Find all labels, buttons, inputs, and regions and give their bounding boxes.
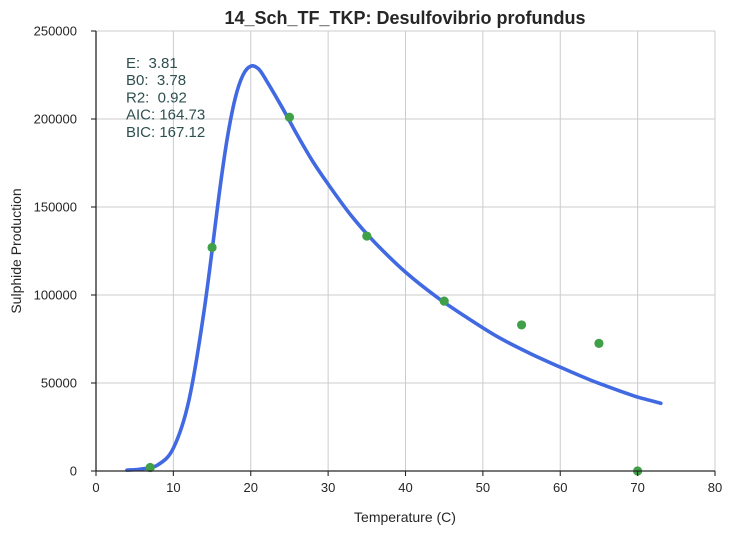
y-tick-label: 0	[70, 464, 77, 479]
fit-statistic-label: R2: 0.92	[126, 89, 187, 106]
y-tick-label: 150000	[34, 200, 77, 215]
x-tick-label: 20	[244, 480, 258, 495]
y-axis-label: Sulphide Production	[8, 188, 24, 313]
data-point	[516, 320, 527, 330]
x-tick-label: 70	[630, 480, 644, 495]
data-points-layer	[145, 112, 643, 476]
data-point	[145, 462, 155, 473]
tick-labels: 0 10 20 30 40 50 60 70 80 0 50000 100000 150000 20000…	[34, 24, 723, 496]
fit-statistic-label: AIC: 164.73	[126, 107, 205, 124]
fit-statistic-label: E: 3.81	[126, 55, 178, 72]
x-tick-label: 30	[321, 480, 335, 495]
fit-statistic-label: BIC: 167.12	[126, 124, 205, 141]
data-point	[594, 338, 604, 348]
x-tick-label: 40	[398, 480, 412, 495]
y-tick-label: 50000	[41, 376, 77, 391]
x-tick-label: 50	[476, 480, 490, 495]
data-point	[284, 112, 295, 122]
chart-title: 14_Sch_TF_TKP: Desulfovibrio profundus	[224, 8, 585, 28]
data-point	[207, 242, 217, 253]
y-tick-label: 100000	[34, 288, 77, 303]
x-tick-label: 0	[92, 480, 99, 495]
y-tick-label: 250000	[34, 24, 77, 39]
data-point	[362, 231, 372, 241]
fit-statistic-label: B0: 3.78	[126, 72, 186, 89]
fit-curve-line	[125, 64, 663, 472]
y-tick-label: 200000	[34, 112, 77, 127]
x-tick-label: 80	[708, 480, 722, 495]
x-tick-label: 10	[166, 480, 180, 495]
x-tick-label: 60	[553, 480, 567, 495]
x-axis-label: Temperature (C)	[354, 509, 456, 525]
fit-curve-layer	[125, 64, 663, 472]
data-point	[439, 296, 449, 306]
grid	[95, 30, 716, 472]
axes	[91, 30, 716, 476]
